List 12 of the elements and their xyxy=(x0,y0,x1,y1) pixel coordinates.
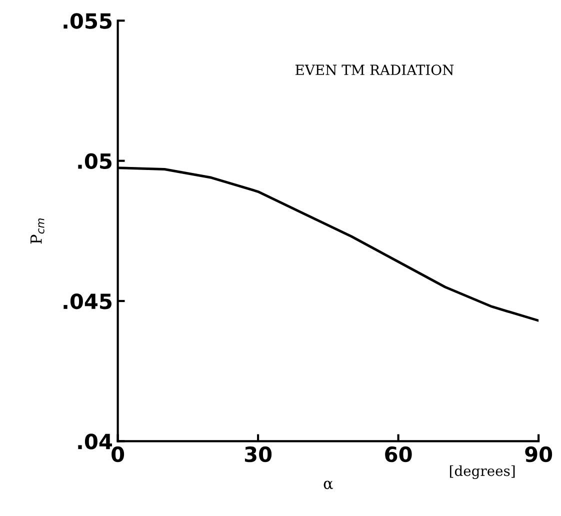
annotation: EVEN TM RADIATION xyxy=(296,64,454,76)
x-tick-label: 90 xyxy=(525,446,552,462)
y-tick-label: .04 xyxy=(78,434,112,450)
y-tick-label: .055 xyxy=(64,13,112,29)
x-tick-label: 60 xyxy=(385,446,412,462)
y-tick-label: .045 xyxy=(64,293,112,310)
y-tick-label: .05 xyxy=(78,153,112,170)
x-axis-title: α xyxy=(324,480,333,490)
text: [degrees] xyxy=(450,465,515,479)
x-tick-label: 30 xyxy=(244,446,272,462)
x-tick-label: 0 xyxy=(112,446,124,462)
y-axis-title: P$_{cm}$ xyxy=(30,218,44,244)
